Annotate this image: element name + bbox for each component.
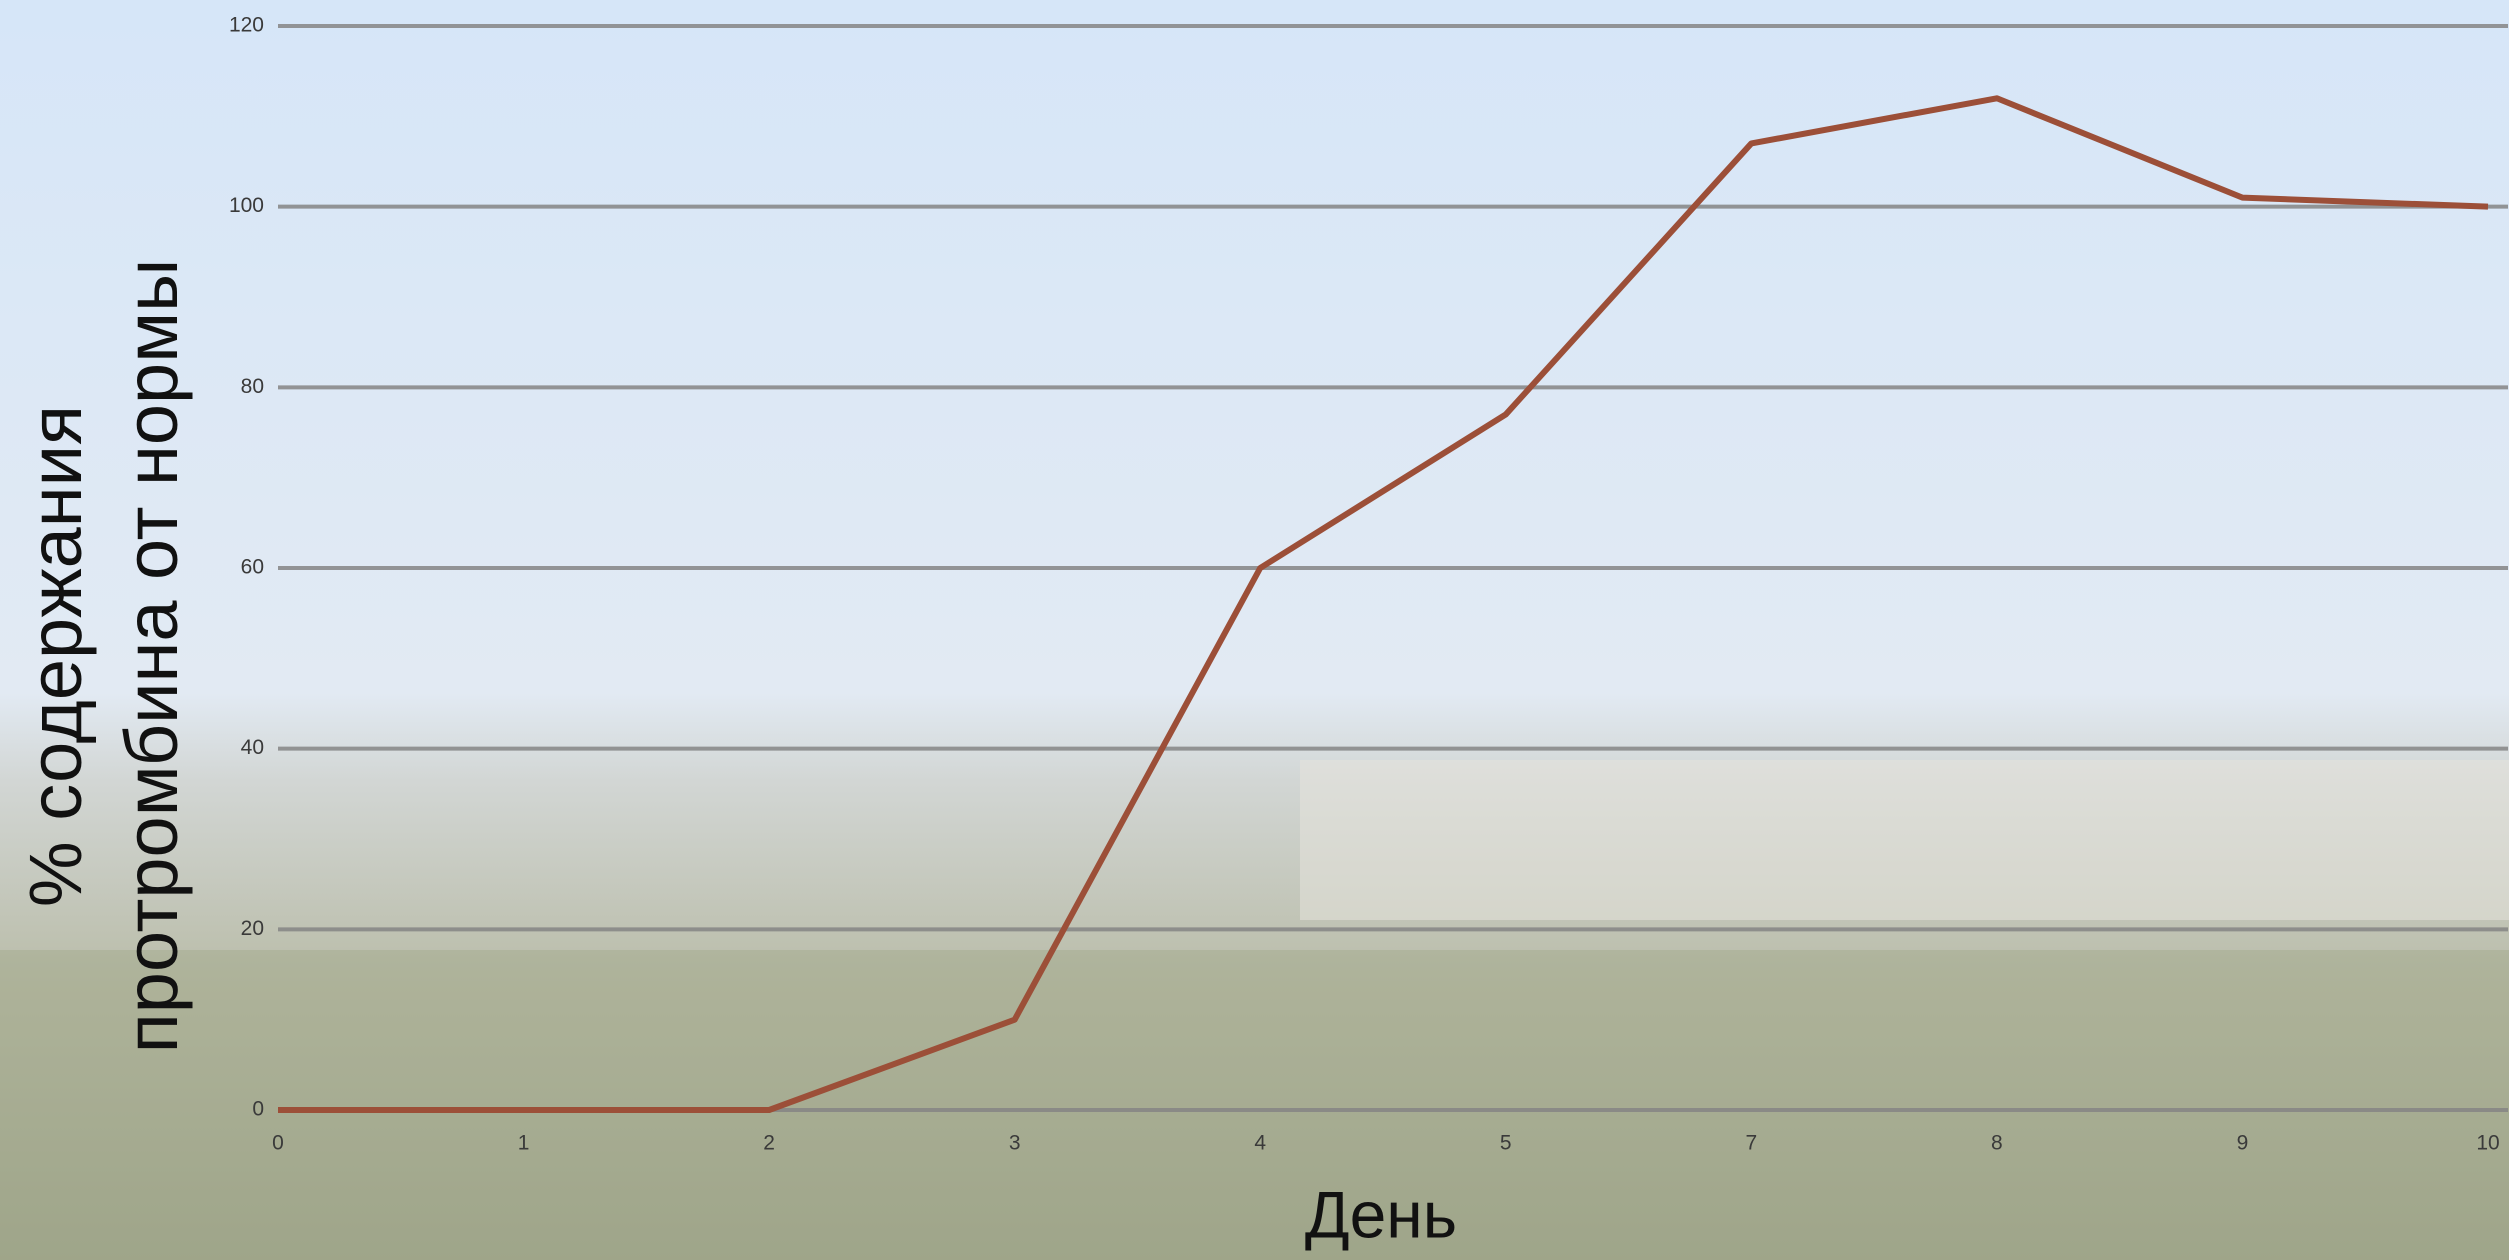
chart: День 0 20 40 60 80 100 120 0 1 2 3 4 5 7 8 9 10	[0, 0, 2509, 1260]
y-tick-label: 0	[252, 1098, 264, 1121]
y-tick-label: 40	[241, 736, 264, 759]
background-hills	[0, 950, 2509, 1260]
x-tick-label: 5	[1500, 1132, 1512, 1155]
x-tick-label: 2	[763, 1132, 775, 1155]
x-tick-label: 1	[518, 1132, 530, 1155]
y-tick-label: 120	[229, 14, 264, 37]
x-tick-label: 7	[1745, 1132, 1757, 1155]
x-tick-label: 3	[1009, 1132, 1021, 1155]
x-tick-label: 9	[2237, 1132, 2249, 1155]
y-tick-label: 20	[241, 917, 264, 940]
x-tick-label: 0	[272, 1132, 284, 1155]
x-tick-label: 4	[1254, 1132, 1266, 1155]
x-tick-label: 8	[1991, 1132, 2003, 1155]
y-axis-label: % содержания протромбина от нормы	[8, 186, 200, 1126]
background-buildings	[1300, 760, 2509, 920]
page: {"chart_data": {"type": "line", "x_label…	[0, 0, 2509, 1260]
y-tick-label: 80	[241, 375, 264, 398]
y-tick-label: 60	[241, 556, 264, 579]
x-axis-label: День	[1305, 1177, 1457, 1251]
y-tick-label: 100	[229, 194, 264, 217]
x-tick-label: 10	[2476, 1132, 2499, 1155]
